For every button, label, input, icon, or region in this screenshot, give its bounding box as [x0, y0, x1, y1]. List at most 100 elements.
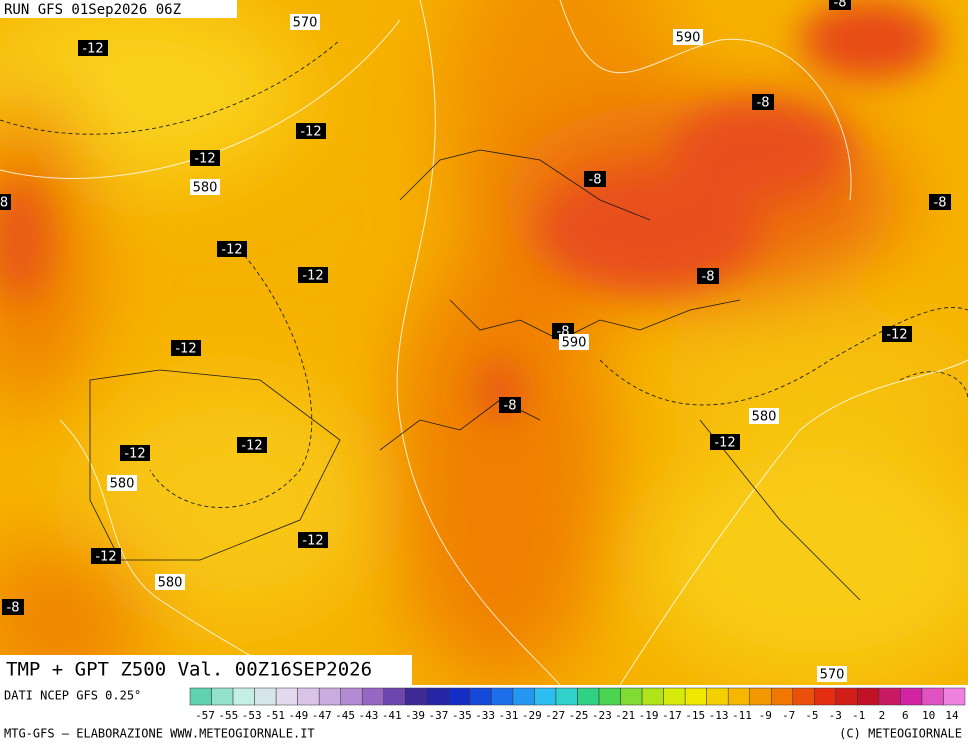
contour-label: 580 — [110, 477, 135, 492]
colorbar-tick-label: -9 — [759, 709, 772, 722]
colorbar-swatch — [318, 687, 341, 706]
contour-label: -8 — [702, 270, 715, 285]
colorbar-tick-label: 14 — [945, 709, 959, 722]
contour-label: 580 — [193, 181, 218, 196]
contour-label: 580 — [752, 410, 777, 425]
label-box — [171, 340, 201, 356]
label-box — [120, 445, 150, 461]
colorbar-tick-label: -21 — [615, 709, 635, 722]
colorbar-tick-label: -51 — [265, 709, 285, 722]
label-box — [91, 548, 121, 564]
colorbar-tick-label: -53 — [242, 709, 262, 722]
colorbar-swatch — [534, 687, 557, 706]
map-field — [0, 0, 968, 685]
colorbar-swatch — [684, 687, 707, 706]
label-box — [298, 267, 328, 283]
colorbar-tick-label: -7 — [782, 709, 795, 722]
contour-label: -8 — [834, 0, 847, 11]
contour-label: -8 — [504, 399, 517, 414]
colorbar-swatch — [598, 687, 621, 706]
colorbar-swatch — [749, 687, 772, 706]
label-box — [929, 194, 951, 210]
colorbar-swatch — [641, 687, 664, 706]
contour-label: -12 — [194, 152, 215, 167]
colorbar-swatch — [706, 687, 729, 706]
run-label: RUN GFS 01Sep2026 06Z — [4, 2, 181, 18]
colorbar-tick-label: -19 — [639, 709, 659, 722]
contour-label: 570 — [293, 16, 318, 31]
label-box — [697, 268, 719, 284]
colorbar-swatch — [943, 687, 966, 706]
label-box — [2, 599, 24, 615]
colorbar-swatch — [491, 687, 514, 706]
colorbar-swatch — [921, 687, 944, 706]
colorbar-tick-label: -47 — [312, 709, 332, 722]
label-box — [817, 666, 847, 682]
colorbar-swatch — [232, 687, 255, 706]
credit-right: (C) METEOGIORNALE — [839, 727, 962, 741]
colorbar-swatch — [555, 687, 578, 706]
colorbar-tick-label: 10 — [922, 709, 935, 722]
contour-label: 580 — [158, 576, 183, 591]
map-title: TMP + GPT Z500 Val. 00Z16SEP2026 — [6, 659, 372, 681]
label-box — [673, 29, 703, 45]
run-box — [0, 0, 237, 18]
colorbar-swatch — [469, 687, 492, 706]
colorbar-tick-label: -35 — [452, 709, 472, 722]
colorbar-tick-label: -37 — [429, 709, 449, 722]
colorbar-swatch — [620, 687, 643, 706]
colorbar-swatch — [878, 687, 901, 706]
colorbar-tick-label: -39 — [405, 709, 425, 722]
contour-label: -12 — [714, 436, 735, 451]
label-box — [190, 150, 220, 166]
label-box — [829, 0, 851, 10]
colorbar-swatch — [857, 687, 880, 706]
label-box — [155, 574, 185, 590]
label-box — [710, 434, 740, 450]
colorbar-tick-label: -33 — [475, 709, 495, 722]
colorbar-tick-label: -49 — [288, 709, 308, 722]
contour-labels: 570 -12 590 -8 -8 -12 -12 580 -8 8 -8 -12 -12 -8 -12 -1… — [0, 0, 951, 683]
label-box — [217, 241, 247, 257]
label-box — [882, 326, 912, 342]
colorbar-tick-label: -1 — [852, 709, 865, 722]
contour-label: -12 — [82, 42, 103, 57]
label-box — [296, 123, 326, 139]
colorbar-tick-label: -57 — [195, 709, 215, 722]
colorbar-tick-label: 2 — [879, 709, 886, 722]
label-box — [499, 397, 521, 413]
colorbar-swatch — [297, 687, 320, 706]
label-box — [298, 532, 328, 548]
colorbar-swatch — [405, 687, 428, 706]
colorbar-swatch — [189, 687, 212, 706]
contour-label: 590 — [562, 336, 587, 351]
colorbar-swatch — [512, 687, 535, 706]
label-box — [190, 179, 220, 195]
colorbar-tick-label: -15 — [685, 709, 705, 722]
colorbar-tick-label: -13 — [709, 709, 729, 722]
contour-label: -12 — [124, 447, 145, 462]
colorbar-tick-label: -41 — [382, 709, 402, 722]
colorbar-tick-label: -55 — [218, 709, 238, 722]
colorbar-swatch — [727, 687, 750, 706]
colorbar-swatch — [448, 687, 471, 706]
colorbar-swatch — [835, 687, 858, 706]
label-box — [584, 171, 606, 187]
colorbar-tick-label: -31 — [499, 709, 519, 722]
colorbar-tick-label: 6 — [902, 709, 909, 722]
contour-label: -8 — [934, 196, 947, 211]
colorbar-tick-label: -3 — [829, 709, 842, 722]
colorbar-tick-label: -29 — [522, 709, 542, 722]
label-box — [237, 437, 267, 453]
colorbar-swatch — [361, 687, 385, 706]
colorbar-swatch — [426, 687, 449, 706]
colorbar-swatch — [254, 687, 277, 706]
contour-label: -12 — [302, 534, 323, 549]
contour-label: -12 — [175, 342, 196, 357]
label-box — [78, 40, 108, 56]
contour-label: 570 — [820, 668, 845, 683]
colorbar-swatch — [663, 687, 686, 706]
credit-left: MTG-GFS — ELABORAZIONE WWW.METEOGIORNALE… — [4, 727, 315, 741]
colorbar-swatch — [814, 687, 837, 706]
